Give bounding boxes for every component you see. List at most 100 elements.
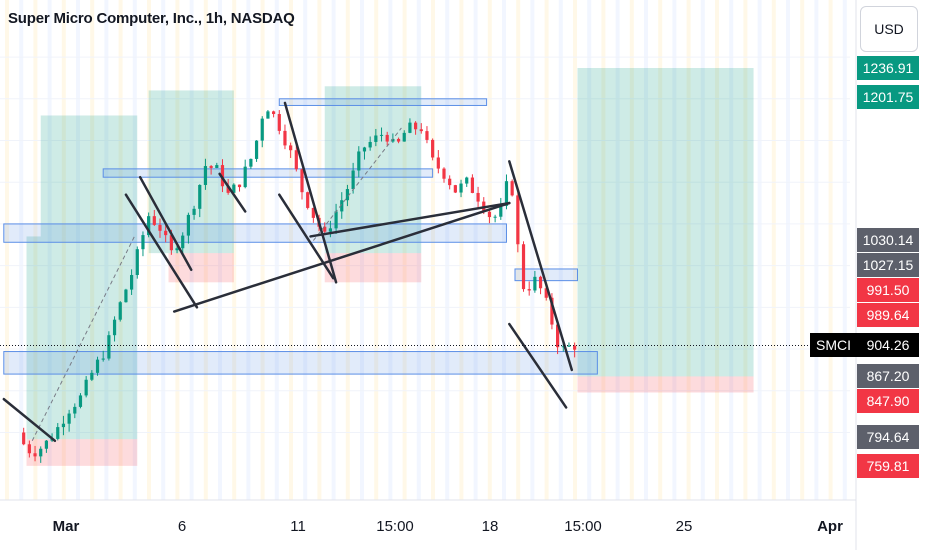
- candle-body: [323, 226, 327, 232]
- session-stripe: [260, 0, 265, 500]
- candle-body: [101, 358, 105, 360]
- trendline: [309, 201, 511, 238]
- price-tag: 1236.91: [857, 56, 919, 80]
- candle-body: [499, 205, 503, 217]
- session-stripe: [601, 0, 606, 500]
- session-stripe: [729, 0, 734, 500]
- candle-body: [164, 230, 168, 236]
- candle-body: [328, 228, 332, 232]
- session-stripe: [76, 0, 80, 500]
- session-stripe: [132, 0, 137, 500]
- session-stripe: [431, 0, 435, 500]
- session-stripe: [388, 0, 393, 500]
- price-tag: 904.26: [857, 333, 919, 358]
- candle-body: [27, 444, 31, 454]
- candle-body: [374, 135, 378, 142]
- session-stripe: [686, 0, 691, 500]
- candle-body: [516, 195, 520, 245]
- stop-zone-box: [577, 376, 754, 393]
- candle-body: [493, 216, 497, 218]
- candle-body: [550, 297, 554, 325]
- candle-body: [300, 169, 304, 193]
- candle-body: [181, 235, 185, 249]
- candle-body: [56, 427, 60, 439]
- time-axis-label: Apr: [817, 518, 843, 535]
- session-stripe: [715, 0, 719, 500]
- currency-button[interactable]: USD: [860, 6, 918, 52]
- time-axis-label: 11: [290, 518, 306, 535]
- candle-body: [425, 131, 429, 140]
- projection-line: [31, 236, 135, 442]
- target-zone-box: [40, 115, 138, 237]
- candle-body: [118, 302, 122, 320]
- candle-body: [351, 170, 355, 190]
- candle-body: [33, 453, 37, 457]
- time-axis-label: 6: [177, 518, 187, 535]
- session-stripe: [771, 0, 776, 500]
- trendline: [218, 172, 247, 213]
- candle-body: [277, 114, 281, 131]
- candle-body: [470, 177, 474, 193]
- session-stripe: [289, 0, 293, 500]
- candle-body: [362, 147, 367, 152]
- session-stripe: [445, 0, 450, 500]
- candle-body: [379, 134, 384, 136]
- trendline: [508, 160, 574, 372]
- candle-body: [198, 184, 202, 209]
- candle-body: [414, 122, 418, 130]
- session-stripe: [246, 0, 251, 500]
- candle-body: [544, 288, 548, 298]
- trendline: [2, 397, 57, 443]
- candle-body: [345, 189, 350, 201]
- candle-body: [254, 140, 259, 159]
- session-stripe: [19, 0, 24, 500]
- support-resistance-zone: [278, 98, 488, 106]
- candle-body: [73, 406, 77, 414]
- candle-body: [476, 192, 480, 202]
- chart-title: Super Micro Computer, Inc., 1h, NASDAQ: [8, 10, 295, 27]
- candle-body: [573, 345, 577, 350]
- candle-body: [448, 178, 452, 186]
- candle-body: [436, 157, 440, 169]
- trendline: [172, 201, 511, 313]
- session-stripe: [459, 0, 464, 500]
- price-tag: 1027.15: [857, 253, 919, 278]
- candle-body: [396, 138, 401, 142]
- session-stripe: [544, 0, 549, 500]
- candle-body: [419, 129, 423, 132]
- trendline: [283, 101, 338, 284]
- candle-body: [465, 177, 469, 184]
- candle-body: [192, 208, 196, 215]
- candle-body: [84, 379, 88, 396]
- trendline: [508, 322, 568, 409]
- session-stripe: [530, 0, 535, 500]
- candle-body: [112, 319, 117, 336]
- session-stripe: [402, 0, 407, 500]
- candle-body: [266, 111, 270, 119]
- session-stripe: [487, 0, 492, 500]
- candle-body: [135, 249, 139, 275]
- support-resistance-zone: [3, 351, 598, 375]
- candle-body: [561, 346, 565, 348]
- candle-body: [311, 207, 315, 218]
- session-stripe: [814, 0, 819, 500]
- candle-body: [283, 130, 287, 146]
- session-stripe: [786, 0, 790, 500]
- target-zone-box: [577, 68, 754, 377]
- candle-body: [521, 244, 526, 290]
- session-stripe: [61, 0, 66, 500]
- session-stripe: [658, 0, 663, 500]
- candle-body: [431, 139, 435, 158]
- session-stripe: [615, 0, 620, 500]
- time-axis-label: 15:00: [564, 518, 602, 535]
- candle-body: [459, 183, 463, 193]
- session-stripe: [757, 0, 762, 500]
- support-resistance-zone: [102, 168, 434, 178]
- trendline: [278, 193, 335, 280]
- price-tag: 1030.14: [857, 228, 919, 253]
- session-stripe: [573, 0, 577, 500]
- trendline: [124, 193, 199, 309]
- candle-body: [124, 289, 128, 303]
- candle-body: [147, 216, 151, 236]
